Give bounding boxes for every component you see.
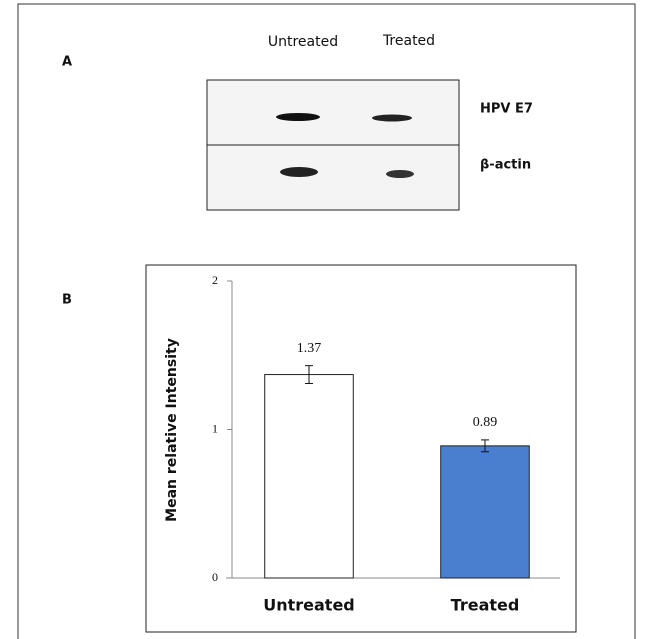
lane-label: Treated: [382, 33, 435, 49]
y-tick-label: 0: [212, 570, 218, 584]
blot-strip: [207, 80, 459, 145]
y-axis-label: Mean relative Intensity: [164, 338, 180, 522]
bar: [441, 446, 530, 578]
row-label: β-actin: [480, 158, 531, 173]
data-label: 1.37: [297, 341, 322, 356]
panel-label: A: [62, 55, 72, 70]
bar: [265, 375, 354, 578]
panel-label: B: [62, 293, 72, 308]
figure: A B Untreated Treated HPV E7 β-actin Mea…: [0, 0, 651, 639]
row-label: HPV E7: [480, 102, 533, 117]
blot-band: [386, 170, 414, 178]
y-tick-label: 2: [212, 273, 218, 287]
x-tick-label: Untreated: [263, 596, 355, 615]
x-tick-label: Treated: [451, 596, 520, 615]
blot-band: [372, 115, 412, 122]
data-label: 0.89: [473, 415, 498, 430]
lane-label: Untreated: [268, 34, 338, 50]
blot-band: [280, 167, 318, 177]
y-tick-label: 1: [212, 421, 218, 435]
blot-band: [276, 113, 320, 121]
blot-strip: [207, 145, 459, 210]
